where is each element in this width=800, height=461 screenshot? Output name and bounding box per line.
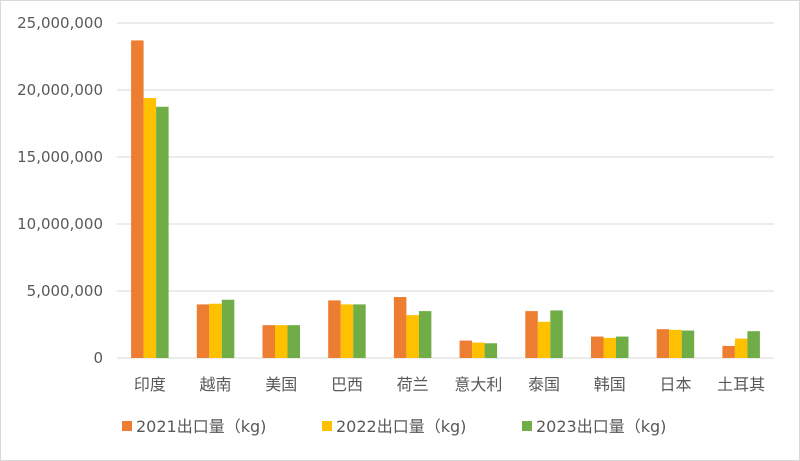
bar-1-2 [196, 304, 210, 358]
x-category-label: 韩国 [594, 375, 626, 394]
bar-1-4 [328, 300, 341, 358]
legend-label: 2022出口量（kg) [336, 417, 466, 436]
bar-3-7 [550, 310, 563, 358]
bar-3-1 [156, 106, 169, 358]
bar-2-5 [406, 315, 419, 358]
bars [131, 40, 760, 359]
bar-2-8 [603, 337, 616, 358]
x-category-label: 巴西 [331, 375, 363, 394]
y-axis-ticks: 0 5,000,000 10,000,000 15,000,000 20,000,000… [17, 14, 103, 367]
legend-swatch [322, 421, 332, 431]
bar-1-3 [262, 325, 275, 358]
y-tick-label: 5,000,000 [27, 282, 103, 300]
bar-2-10 [734, 338, 748, 358]
bar-2-1 [143, 98, 157, 358]
bar-1-6 [459, 340, 473, 358]
bar-1-10 [722, 345, 735, 358]
bar-2-9 [669, 329, 682, 358]
y-tick-label: 10,000,000 [17, 215, 103, 233]
x-category-label: 荷兰 [397, 375, 429, 394]
bar-3-10 [747, 331, 760, 358]
bar-1-9 [656, 329, 670, 358]
bar-2-3 [275, 325, 288, 358]
bar-3-9 [681, 330, 695, 358]
x-category-label: 泰国 [528, 375, 560, 394]
bar-3-4 [353, 304, 366, 358]
legend-swatch [522, 421, 532, 431]
bar-2-2 [209, 303, 222, 358]
x-category-label: 意大利 [454, 375, 502, 394]
bar-1-8 [591, 336, 604, 358]
x-category-label: 美国 [265, 375, 297, 394]
bar-3-8 [616, 336, 629, 358]
bar-2-4 [340, 304, 354, 358]
x-axis-labels: 印度 越南 美国 巴西 荷兰 意大利 泰国 韩国 日本 土耳其 [134, 375, 765, 394]
legend-label: 2021出口量（kg) [136, 417, 266, 436]
bar-3-5 [418, 311, 432, 358]
y-tick-label: 0 [93, 349, 103, 367]
bar-3-6 [484, 343, 498, 358]
legend-label: 2023出口量（kg) [536, 417, 666, 436]
bar-3-3 [287, 325, 300, 358]
bar-1-1 [131, 40, 144, 359]
y-tick-label: 20,000,000 [17, 81, 103, 99]
legend-swatch [122, 421, 132, 431]
bar-1-5 [393, 297, 407, 358]
bar-2-6 [472, 342, 485, 358]
x-category-label: 日本 [659, 375, 691, 394]
bar-3-2 [221, 299, 235, 358]
legend: 2021出口量（kg) 2022出口量（kg) 2023出口量（kg) [122, 417, 666, 436]
y-tick-label: 15,000,000 [17, 148, 103, 166]
x-category-label: 越南 [200, 375, 232, 394]
y-tick-label: 25,000,000 [17, 14, 103, 32]
x-category-label: 印度 [134, 375, 166, 394]
bar-1-7 [525, 311, 538, 358]
bar-2-7 [537, 321, 551, 358]
x-category-label: 土耳其 [717, 375, 765, 394]
